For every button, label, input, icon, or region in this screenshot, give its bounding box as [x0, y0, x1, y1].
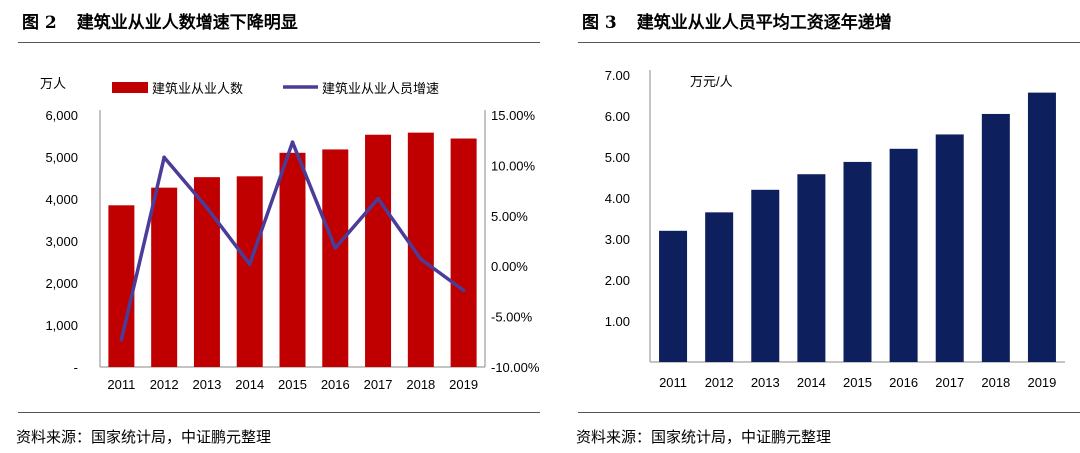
- bar-wage-2014: [797, 174, 826, 362]
- figure-2-top-rule: [18, 42, 540, 43]
- x-tick-label: 2016: [889, 375, 918, 390]
- left-axis-unit-label: 万人: [40, 76, 66, 91]
- bar-wage-2019: [1027, 92, 1056, 362]
- x-tick-label: 2011: [659, 375, 687, 390]
- y-tick-label: 4.00: [605, 191, 630, 206]
- legend-label-bar: 建筑业从业人数: [152, 81, 243, 96]
- figure-3-panel: 图 3 建筑业从业人员平均工资逐年递增 1.00 2.00 3.00 4.00 5.00 6…: [560, 0, 1080, 453]
- x-tick-label: 2016: [321, 377, 350, 392]
- figure-2-title: 图 2 建筑业从业人数增速下降明显: [22, 8, 298, 33]
- bar-employees-2017: [365, 134, 392, 367]
- figure-2-chart: - 1,000 2,000 3,000 4,000 5,000 6,000 -10.00% -5…: [40, 76, 540, 392]
- x-tick-label: 2017: [364, 377, 393, 392]
- right-tick-label: -10.00%: [491, 360, 540, 375]
- bar-wage-2015: [843, 161, 872, 362]
- x-tick-label: 2014: [235, 377, 264, 392]
- point-growth-2014: [247, 262, 252, 266]
- right-tick-label: 5.00%: [491, 209, 528, 224]
- right-tick-label: -5.00%: [491, 310, 533, 325]
- x-tick-label: 2011: [107, 377, 135, 392]
- legend-swatch-bar: [112, 82, 148, 93]
- x-tick-label: 2015: [843, 375, 872, 390]
- point-growth-2013: [205, 205, 209, 210]
- x-tick-label: 2012: [705, 375, 734, 390]
- bar-employees-2014: [236, 176, 263, 367]
- bar-employees-2019: [450, 138, 477, 367]
- x-tick-label: 2019: [1027, 375, 1056, 390]
- figure-2-title-text: 建筑业从业人数增速下降明显: [76, 13, 298, 33]
- point-growth-2017: [376, 196, 380, 201]
- bar-wage-2016: [889, 148, 918, 362]
- point-growth-2015: [290, 140, 295, 145]
- point-growth-2018: [419, 257, 423, 261]
- bar-employees-2018: [407, 132, 434, 367]
- figure-2-panel: 图 2 建筑业从业人数增速下降明显 - 1,000 2,000 3,000 4,000 5,…: [16, 8, 540, 446]
- bar-wage-2013: [751, 189, 780, 362]
- x-tick-label: 2018: [981, 375, 1010, 390]
- x-tick-label: 2015: [278, 377, 307, 392]
- bar-wage-2011: [659, 230, 688, 362]
- figure-3-title-text: 建筑业从业人员平均工资逐年递增: [636, 13, 892, 33]
- x-tick-label: 2018: [406, 377, 435, 392]
- y-tick-label: 1.00: [605, 314, 630, 329]
- x-tick-label: 2013: [192, 377, 221, 392]
- legend-label-line: 建筑业从业人员增速: [322, 81, 439, 96]
- x-tick-label: 2012: [150, 377, 179, 392]
- figure-3-bottom-rule: [578, 412, 1080, 413]
- figure-2-number: 图 2: [22, 13, 57, 33]
- y-tick-label: 2.00: [605, 273, 630, 288]
- figure-3-number: 图 3: [582, 13, 617, 33]
- bar-wage-2018: [981, 113, 1010, 362]
- point-growth-2019: [461, 288, 466, 293]
- x-tick-label: 2017: [935, 375, 964, 390]
- point-growth-2011: [119, 337, 124, 342]
- figure-2-bottom-rule: [18, 412, 540, 413]
- x-tick-label: 2014: [797, 375, 826, 390]
- y-tick-label: 5.00: [605, 150, 630, 165]
- left-tick-label: -: [74, 360, 78, 375]
- bar-employees-2012: [151, 187, 178, 367]
- right-tick-label: 15.00%: [491, 108, 536, 123]
- bar-wage-2017: [935, 134, 964, 362]
- point-growth-2016: [333, 246, 338, 250]
- y-tick-label: 3.00: [605, 232, 630, 247]
- left-tick-label: 2,000: [45, 276, 78, 291]
- bar-wage-2012: [705, 212, 734, 362]
- y-axis-unit-label: 万元/人: [690, 74, 733, 89]
- figure-2-source: 资料来源：国家统计局，中证鹏元整理: [16, 428, 272, 446]
- point-growth-2012: [162, 155, 166, 160]
- figure-3-source: 资料来源：国家统计局，中证鹏元整理: [576, 428, 832, 446]
- y-tick-label: 7.00: [605, 68, 630, 83]
- left-tick-label: 3,000: [45, 234, 78, 249]
- y-tick-label: 6.00: [605, 109, 630, 124]
- left-tick-label: 5,000: [45, 150, 78, 165]
- figure-3-title: 图 3 建筑业从业人员平均工资逐年递增: [582, 8, 892, 33]
- left-tick-label: 6,000: [45, 108, 78, 123]
- bar-employees-2016: [322, 149, 349, 367]
- bar-employees-2015: [279, 152, 306, 367]
- figure-3-top-rule: [578, 42, 1080, 43]
- bar-employees-2011: [108, 205, 135, 367]
- right-tick-label: 10.00%: [491, 158, 536, 173]
- right-tick-label: 0.00%: [491, 259, 528, 274]
- x-tick-label: 2013: [751, 375, 780, 390]
- figure-3-chart: 1.00 2.00 3.00 4.00 5.00 6.00 7.00 万元/人 2011 2012…: [605, 68, 1065, 390]
- left-tick-label: 4,000: [45, 192, 78, 207]
- left-tick-label: 1,000: [45, 318, 78, 333]
- x-tick-label: 2019: [449, 377, 478, 392]
